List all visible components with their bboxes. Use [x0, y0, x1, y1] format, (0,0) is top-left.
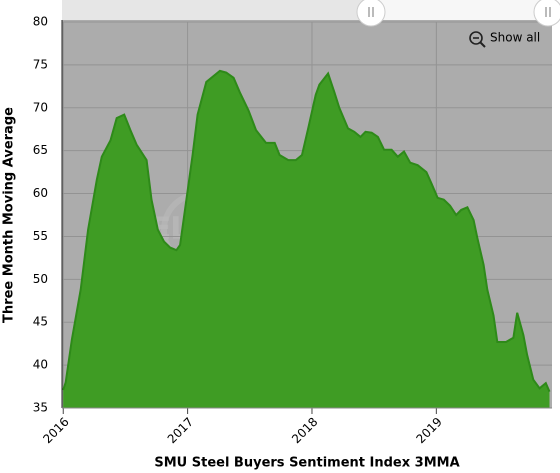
show-all-label: Show all	[490, 31, 540, 45]
zoom-icon	[469, 31, 483, 45]
y-axis-label: Three Month Moving Average	[2, 107, 17, 323]
show-all-button[interactable]: Show all	[469, 31, 540, 48]
y-tick-label: 60	[33, 186, 48, 200]
area	[63, 70, 550, 409]
navigator-handle[interactable]	[533, 0, 560, 27]
handle-circle	[356, 0, 386, 27]
zoom-icon-handle	[479, 41, 486, 48]
x-tick-label: 2019	[413, 415, 444, 446]
y-tick-label: 35	[33, 401, 48, 415]
area-line	[62, 69, 551, 393]
x-tick-label: 2018	[289, 415, 320, 446]
y-tick-label: 40	[33, 358, 48, 372]
navigator-handle[interactable]	[356, 0, 386, 27]
y-tick-label: 55	[33, 229, 48, 243]
y-tick-label: 50	[33, 272, 48, 286]
y-tick-label: 70	[33, 100, 48, 114]
x-tick-label: 2017	[165, 415, 196, 446]
y-tick-label: 80	[33, 15, 48, 29]
navigator-window[interactable]	[371, 0, 552, 20]
y-tick-label: 65	[33, 143, 48, 157]
handle-circle	[533, 0, 560, 27]
y-tick-label: 75	[33, 57, 48, 71]
x-tick-label: 2016	[40, 415, 71, 446]
chart-title: SMU Steel Buyers Sentiment Index 3MMA	[154, 456, 459, 471]
y-tick-label: 45	[33, 315, 48, 329]
